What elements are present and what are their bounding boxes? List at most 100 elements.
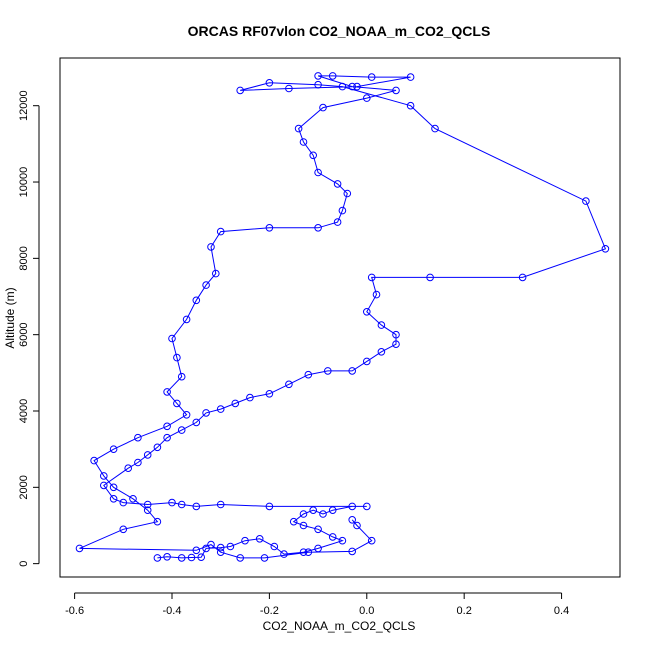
data-point xyxy=(207,243,215,251)
data-point xyxy=(124,464,132,473)
plot-area-frame xyxy=(59,57,621,578)
data-point xyxy=(265,502,274,511)
data-point xyxy=(231,399,240,408)
data-point xyxy=(299,510,308,518)
data-point xyxy=(143,506,152,515)
data-point xyxy=(319,103,327,112)
x-axis: -0.6 -0.4 -0.2 0.0 0.2 0.4 xyxy=(65,592,569,617)
data-point xyxy=(182,315,191,324)
data-point xyxy=(348,516,357,524)
data-point xyxy=(173,399,181,408)
data-point xyxy=(314,525,322,534)
data-point xyxy=(304,370,313,379)
data-point xyxy=(216,500,225,509)
data-point xyxy=(299,521,308,530)
data-point xyxy=(328,533,337,541)
data-point xyxy=(246,393,254,402)
data-point xyxy=(177,500,186,509)
data-point xyxy=(192,418,201,427)
data-point xyxy=(207,540,215,549)
data-point xyxy=(309,506,318,515)
data-point xyxy=(129,495,137,503)
data-point xyxy=(187,553,196,562)
data-point xyxy=(163,553,171,561)
data-point xyxy=(406,101,415,110)
y-axis: 0 2000 4000 6000 8000 10000 12000 xyxy=(18,90,40,567)
data-point xyxy=(168,498,176,507)
data-point xyxy=(518,273,527,282)
series-line xyxy=(79,75,607,559)
data-point xyxy=(348,82,357,91)
y-tick-label: 12000 xyxy=(18,90,30,121)
data-point xyxy=(153,554,162,562)
data-point xyxy=(338,82,347,91)
data-point xyxy=(280,550,288,558)
data-point xyxy=(328,72,337,80)
data-point xyxy=(202,544,210,553)
data-point xyxy=(328,506,337,515)
data-point xyxy=(197,553,205,562)
data-point xyxy=(202,409,210,417)
data-point xyxy=(285,84,293,93)
data-point xyxy=(377,348,386,356)
x-tick-label: -0.6 xyxy=(65,605,84,617)
data-point xyxy=(314,80,322,89)
x-tick-label: 0.2 xyxy=(457,605,472,617)
data-point xyxy=(309,151,318,160)
data-point xyxy=(100,481,108,490)
data-point xyxy=(226,542,235,551)
y-tick-label: 6000 xyxy=(18,322,30,346)
data-point xyxy=(363,94,371,102)
series-layer xyxy=(75,72,610,562)
data-point xyxy=(109,495,118,503)
data-point xyxy=(134,458,142,467)
data-point xyxy=(392,340,400,349)
data-point xyxy=(265,224,274,232)
data-point xyxy=(406,73,415,81)
data-point xyxy=(314,72,322,80)
x-tick-label: -0.4 xyxy=(163,605,182,617)
data-point xyxy=(202,281,210,289)
data-point xyxy=(134,433,142,442)
y-tick-label: 4000 xyxy=(18,399,30,423)
data-point xyxy=(119,498,128,507)
data-point xyxy=(353,82,361,91)
data-point xyxy=(163,388,171,396)
data-point xyxy=(426,273,434,282)
data-point xyxy=(177,426,186,434)
data-point xyxy=(192,502,201,511)
data-point xyxy=(343,189,352,198)
y-tick-label: 2000 xyxy=(18,475,30,499)
chart-title: ORCAS RF07vlon CO2_NOAA_m_CO2_QCLS xyxy=(188,23,491,39)
data-point xyxy=(367,73,376,81)
data-point xyxy=(314,544,322,553)
data-point xyxy=(372,290,381,299)
data-point xyxy=(177,372,186,381)
x-tick-label: 0.4 xyxy=(554,605,569,617)
data-point xyxy=(392,86,400,95)
data-point xyxy=(348,502,357,511)
data-point xyxy=(294,124,303,133)
data-point xyxy=(289,517,298,526)
data-point xyxy=(109,445,118,454)
data-point xyxy=(192,296,201,305)
data-point xyxy=(299,138,308,146)
data-point xyxy=(338,206,347,215)
data-point xyxy=(216,405,225,413)
x-tick-label: -0.2 xyxy=(260,605,279,617)
data-point xyxy=(299,548,308,557)
data-point xyxy=(143,451,152,459)
data-point xyxy=(367,273,376,282)
y-tick-label: 0 xyxy=(18,561,30,567)
data-point xyxy=(216,227,225,236)
data-point xyxy=(333,218,342,226)
data-point xyxy=(582,197,590,205)
data-point xyxy=(348,547,357,556)
data-point xyxy=(75,544,84,553)
data-point xyxy=(363,502,371,511)
data-point xyxy=(109,483,118,492)
data-point xyxy=(192,546,201,555)
data-point xyxy=(90,456,98,465)
data-point xyxy=(168,334,176,343)
data-point xyxy=(163,422,171,431)
